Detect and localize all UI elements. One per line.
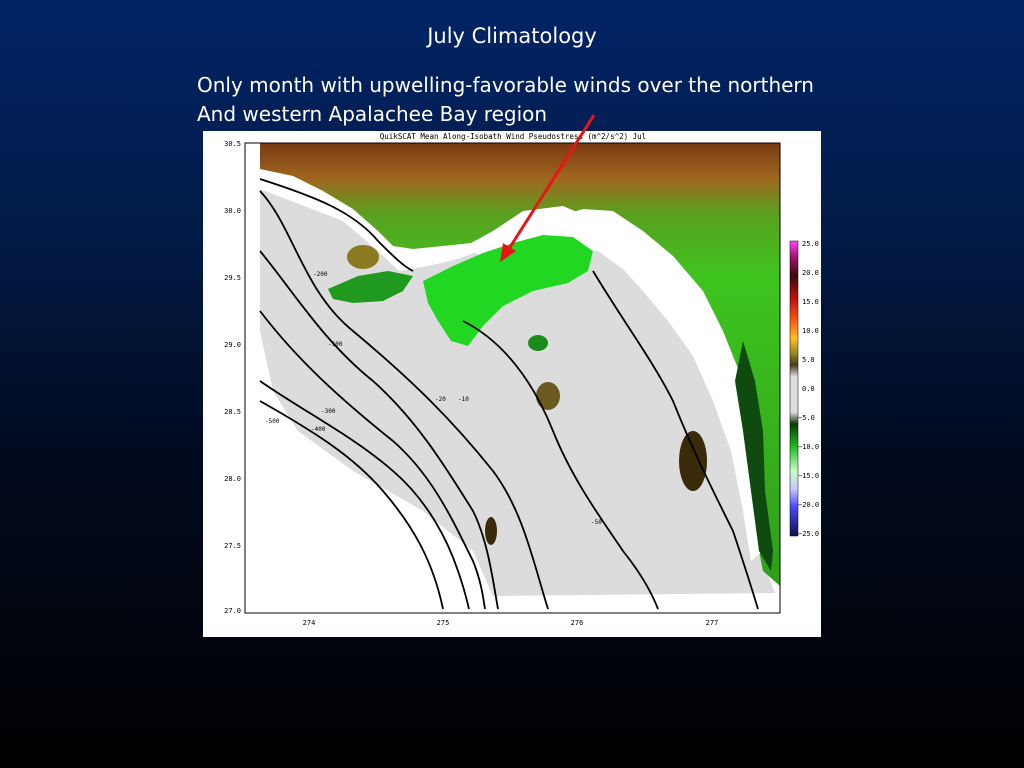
colorbar-label: 15.0 [802,298,819,306]
x-tick-label: 275 [437,619,450,627]
brown-patch [347,245,379,269]
patch [528,335,548,351]
colorbar-label: 25.0 [802,240,819,248]
subtitle-line-1: Only month with upwelling-favorable wind… [197,73,814,97]
y-tick-label: 28.5 [224,408,241,416]
colorbar-label: 20.0 [802,269,819,277]
patch [679,431,707,491]
coastal-buffer [463,209,763,561]
colorbar-labels: 25.0 20.0 15.0 10.0 5.0 0.0 −5.0 −10.0 −… [798,240,819,538]
y-tick-label: 29.5 [224,274,241,282]
upwelling-region [423,235,593,346]
isobath-contours [259,178,759,610]
contour-label: -50 [591,519,602,526]
x-tick-label: 277 [706,619,719,627]
map-svg: QuikSCAT Mean Along-Isobath Wind Pseudos… [224,132,819,627]
colorbar-label: −5.0 [798,414,815,422]
contour-label: -500 [265,418,280,425]
x-tick-label: 274 [303,619,316,627]
contour-labels: -10 -20 -50 -100 -200 -300 -400 -500 [265,271,602,526]
colorbar-label: −15.0 [798,472,819,480]
x-tick-label: 276 [571,619,584,627]
upwelling-region-west [328,271,413,303]
y-tick-label: 30.5 [224,140,241,148]
east-coast-strip [735,341,773,571]
patch [536,382,560,410]
colorbar-label: 5.0 [802,356,815,364]
y-axis: 30.5 30.0 29.5 29.0 28.5 28.0 27.5 27.0 [224,140,241,615]
colorbar-label: −20.0 [798,501,819,509]
y-tick-label: 29.0 [224,341,241,349]
colorbar [789,240,799,537]
contour-label: -10 [458,396,469,403]
y-tick-label: 28.0 [224,475,241,483]
contour-label: -200 [313,271,328,278]
slide-title: July Climatology [427,24,597,48]
contour-label: -400 [311,426,326,433]
contour-label: -20 [435,396,446,403]
contour-label: -300 [321,408,336,415]
y-tick-label: 30.0 [224,207,241,215]
wind-pseudostress-map-figure: QuikSCAT Mean Along-Isobath Wind Pseudos… [203,131,821,637]
x-axis: 274 275 276 277 [303,619,719,627]
patch [485,517,497,545]
slide-subtitle: Only month with upwelling-favorable wind… [197,71,897,129]
y-tick-label: 27.5 [224,542,241,550]
colorbar-label: 0.0 [802,385,815,393]
contour-label: -100 [328,341,343,348]
colorbar-label: 10.0 [802,327,819,335]
subtitle-line-2: And western Apalachee Bay region [197,102,548,126]
colorbar-label: −10.0 [798,443,819,451]
y-tick-label: 27.0 [224,607,241,615]
figure-title: QuikSCAT Mean Along-Isobath Wind Pseudos… [380,132,646,141]
colorbar-label: −25.0 [798,530,819,538]
